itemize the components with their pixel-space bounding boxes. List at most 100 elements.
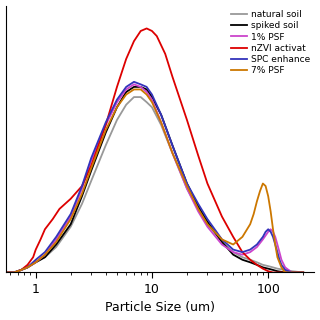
SPC enhance [273, 243, 277, 246]
nZVI activat [271, 270, 275, 274]
SPC enhance [255, 243, 259, 246]
Line: SPC enhance: SPC enhance [5, 82, 303, 272]
natural soil [104, 143, 108, 147]
7% PSF [104, 128, 108, 132]
7% PSF [255, 199, 259, 203]
natural soil [276, 267, 279, 271]
spiked soil [196, 204, 200, 208]
1% PSF [54, 237, 58, 241]
7% PSF [54, 240, 58, 244]
7% PSF [231, 243, 235, 246]
natural soil [43, 255, 47, 259]
nZVI activat [39, 237, 43, 241]
7% PSF [132, 88, 136, 92]
spiked soil [54, 243, 58, 246]
nZVI activat [31, 255, 35, 259]
1% PSF [248, 250, 252, 254]
nZVI activat [80, 184, 84, 188]
spiked soil [220, 240, 224, 244]
nZVI activat [205, 181, 209, 185]
1% PSF [261, 237, 265, 241]
nZVI activat [69, 197, 73, 201]
spiked soil [150, 95, 154, 99]
1% PSF [241, 253, 244, 257]
nZVI activat [231, 235, 235, 239]
nZVI activat [255, 263, 259, 267]
X-axis label: Particle Size (um): Particle Size (um) [105, 301, 215, 315]
spiked soil [132, 85, 136, 89]
spiked soil [34, 260, 38, 264]
7% PSF [80, 192, 84, 196]
natural soil [80, 202, 84, 206]
nZVI activat [301, 270, 305, 274]
spiked soil [145, 88, 148, 92]
1% PSF [139, 85, 143, 89]
spiked soil [255, 263, 259, 267]
7% PSF [145, 92, 148, 96]
nZVI activat [12, 270, 16, 274]
spiked soil [248, 260, 252, 264]
1% PSF [301, 270, 305, 274]
SPC enhance [231, 248, 235, 252]
nZVI activat [89, 164, 93, 168]
SPC enhance [159, 113, 163, 117]
nZVI activat [104, 123, 108, 127]
SPC enhance [301, 270, 305, 274]
natural soil [185, 187, 189, 190]
1% PSF [26, 266, 29, 269]
natural soil [231, 250, 235, 254]
7% PSF [279, 266, 283, 269]
SPC enhance [220, 237, 224, 241]
7% PSF [241, 235, 244, 239]
SPC enhance [26, 266, 29, 269]
SPC enhance [139, 83, 143, 86]
7% PSF [12, 270, 16, 274]
SPC enhance [150, 92, 154, 96]
spiked soil [266, 267, 270, 271]
natural soil [205, 222, 209, 226]
spiked soil [69, 222, 73, 226]
natural soil [261, 263, 265, 267]
natural soil [12, 270, 16, 274]
1% PSF [171, 151, 174, 155]
spiked soil [171, 143, 174, 147]
nZVI activat [283, 270, 287, 274]
7% PSF [171, 151, 174, 155]
nZVI activat [266, 269, 270, 273]
Line: nZVI activat: nZVI activat [5, 28, 303, 272]
7% PSF [283, 270, 287, 274]
natural soil [150, 105, 154, 109]
spiked soil [301, 270, 305, 274]
7% PSF [271, 227, 275, 231]
1% PSF [159, 121, 163, 124]
1% PSF [43, 253, 47, 257]
SPC enhance [54, 235, 58, 239]
1% PSF [80, 187, 84, 190]
7% PSF [159, 121, 163, 124]
spiked soil [80, 194, 84, 198]
1% PSF [89, 159, 93, 163]
natural soil [196, 207, 200, 211]
spiked soil [89, 169, 93, 173]
nZVI activat [34, 248, 38, 252]
7% PSF [34, 260, 38, 264]
SPC enhance [145, 85, 148, 89]
SPC enhance [277, 258, 281, 262]
7% PSF [139, 88, 143, 92]
1% PSF [150, 98, 154, 101]
1% PSF [231, 250, 235, 254]
1% PSF [132, 83, 136, 86]
1% PSF [273, 235, 277, 239]
SPC enhance [171, 143, 174, 147]
spiked soil [115, 105, 119, 109]
7% PSF [290, 270, 294, 274]
natural soil [255, 260, 259, 264]
spiked soil [4, 270, 7, 274]
nZVI activat [51, 217, 55, 221]
natural soil [266, 264, 270, 268]
1% PSF [145, 90, 148, 94]
SPC enhance [248, 248, 252, 252]
SPC enhance [185, 181, 189, 185]
natural soil [132, 95, 136, 99]
spiked soil [241, 258, 244, 262]
